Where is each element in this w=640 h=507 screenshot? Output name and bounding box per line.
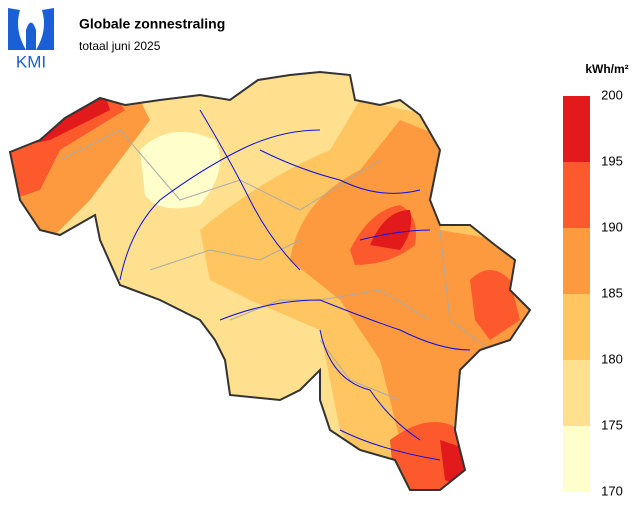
map-zone	[370, 210, 412, 250]
legend-bin	[563, 162, 590, 228]
legend-tick-label: 180	[601, 351, 623, 366]
legend-tick-label: 190	[601, 219, 623, 234]
logo-shape	[8, 8, 54, 50]
logo-text: KMI	[16, 52, 46, 71]
legend-bin	[563, 426, 590, 492]
legend-bin	[563, 96, 590, 162]
legend-bin	[563, 228, 590, 294]
legend-tick-label: 170	[601, 483, 623, 498]
legend-bin	[563, 360, 590, 426]
legend-tick-label: 195	[601, 153, 623, 168]
map-zone	[10, 80, 150, 240]
legend-unit: kWh/m²	[585, 62, 628, 76]
map-zone	[470, 270, 520, 340]
logo: KMI	[8, 8, 54, 71]
legend-tick-label: 175	[601, 417, 623, 432]
river	[119, 109, 471, 461]
title: Globale zonnestraling	[79, 16, 225, 32]
legend-tick-label: 185	[601, 285, 623, 300]
subtitle: totaal juni 2025	[79, 39, 161, 53]
map	[10, 72, 530, 490]
legend-tick-label: 200	[601, 87, 623, 102]
legend-bin	[563, 294, 590, 360]
legend: 170 175 180 185 190 195 200	[563, 87, 623, 498]
map-zone	[140, 132, 220, 209]
